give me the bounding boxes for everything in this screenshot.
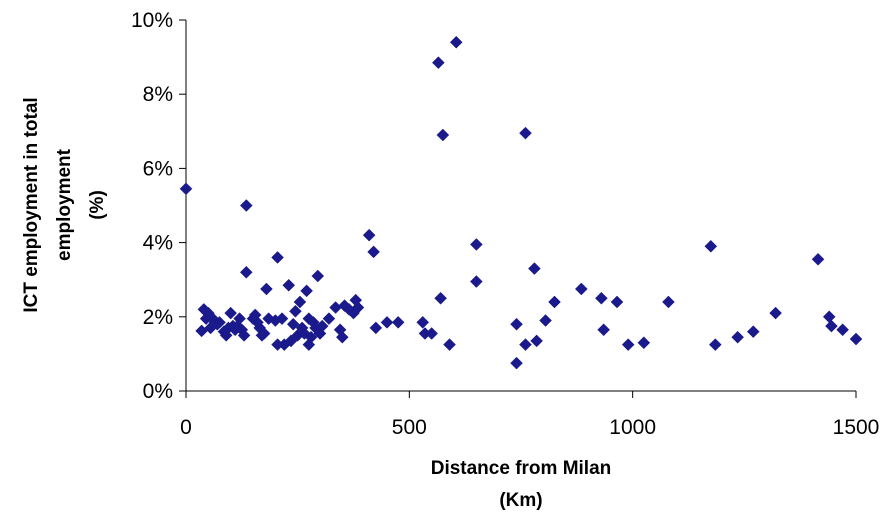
data-point — [510, 356, 523, 370]
data-point — [510, 317, 523, 331]
data-point — [432, 56, 445, 70]
data-point — [436, 128, 450, 142]
data-point — [425, 327, 439, 340]
data-point — [286, 317, 300, 331]
x-axis-title-line-1: Distance from Milan — [431, 458, 612, 479]
data-point — [610, 295, 624, 309]
data-point — [237, 328, 251, 342]
data-point — [449, 35, 463, 49]
x-axis-title-line-2: (Km) — [499, 490, 542, 511]
data-point — [416, 316, 430, 329]
y-ticks: 0% 2% 4% 6% 8% 10% — [131, 9, 186, 403]
data-point — [293, 295, 307, 309]
data-point — [621, 338, 635, 351]
data-point — [731, 330, 744, 344]
data-point — [239, 199, 253, 212]
data-point — [351, 301, 365, 314]
x-tick-label: 0 — [180, 416, 192, 439]
data-point — [369, 321, 383, 335]
data-point — [271, 251, 284, 264]
data-point — [434, 291, 447, 305]
data-point — [704, 239, 718, 253]
data-point — [315, 319, 329, 333]
y-tick-label: 2% — [143, 306, 173, 329]
data-point — [329, 301, 342, 314]
y-tick-label: 0% — [143, 380, 173, 403]
y-tick-label: 6% — [143, 157, 173, 180]
data-point — [260, 282, 273, 296]
data-point — [282, 278, 296, 292]
y-axis-title-line-1: ICT employment in total — [21, 97, 42, 312]
data-point — [289, 304, 302, 318]
data-point — [769, 306, 782, 320]
data-point — [179, 182, 193, 196]
y-tick-label: 8% — [143, 83, 173, 106]
axes — [185, 20, 856, 392]
data-point — [637, 336, 651, 350]
y-tick-label: 4% — [143, 232, 173, 255]
y-axis-title-line-2: employment — [54, 148, 75, 261]
x-ticks: 0 500 1000 1500 — [180, 391, 879, 439]
data-point — [519, 338, 532, 351]
data-point — [224, 306, 238, 320]
data-point — [708, 338, 722, 351]
data-point — [836, 323, 849, 337]
data-point — [367, 245, 380, 259]
data-point — [528, 262, 541, 275]
data-point — [335, 330, 349, 344]
data-point — [239, 265, 253, 279]
data-point — [391, 316, 405, 329]
data-point — [597, 323, 610, 337]
data-point — [233, 312, 246, 326]
data-point — [574, 282, 588, 296]
data-point — [362, 228, 376, 242]
data-point — [322, 312, 336, 326]
y-tick-label: 10% — [131, 9, 173, 32]
data-point — [519, 126, 532, 140]
x-tick-label: 1000 — [609, 416, 656, 439]
data-point — [811, 252, 825, 266]
data-point — [304, 330, 318, 344]
data-point — [443, 338, 456, 351]
data-point — [530, 334, 543, 348]
data-point — [822, 310, 836, 324]
x-tick-label: 1500 — [833, 416, 880, 439]
data-point — [469, 238, 483, 251]
data-point — [746, 325, 760, 338]
data-point — [825, 319, 838, 333]
data-point — [275, 312, 289, 326]
data-point — [849, 332, 863, 346]
data-point — [257, 327, 271, 340]
data-point — [213, 316, 226, 329]
data-point — [548, 295, 561, 309]
data-point — [595, 291, 608, 305]
data-point — [311, 269, 325, 283]
data-point — [380, 316, 394, 329]
data-point — [469, 275, 483, 288]
data-points — [179, 35, 863, 370]
y-axis-title-line-3: (%) — [87, 190, 108, 220]
data-point — [539, 314, 552, 327]
data-point — [300, 284, 313, 298]
data-point — [662, 295, 675, 309]
x-tick-label: 500 — [392, 416, 427, 439]
